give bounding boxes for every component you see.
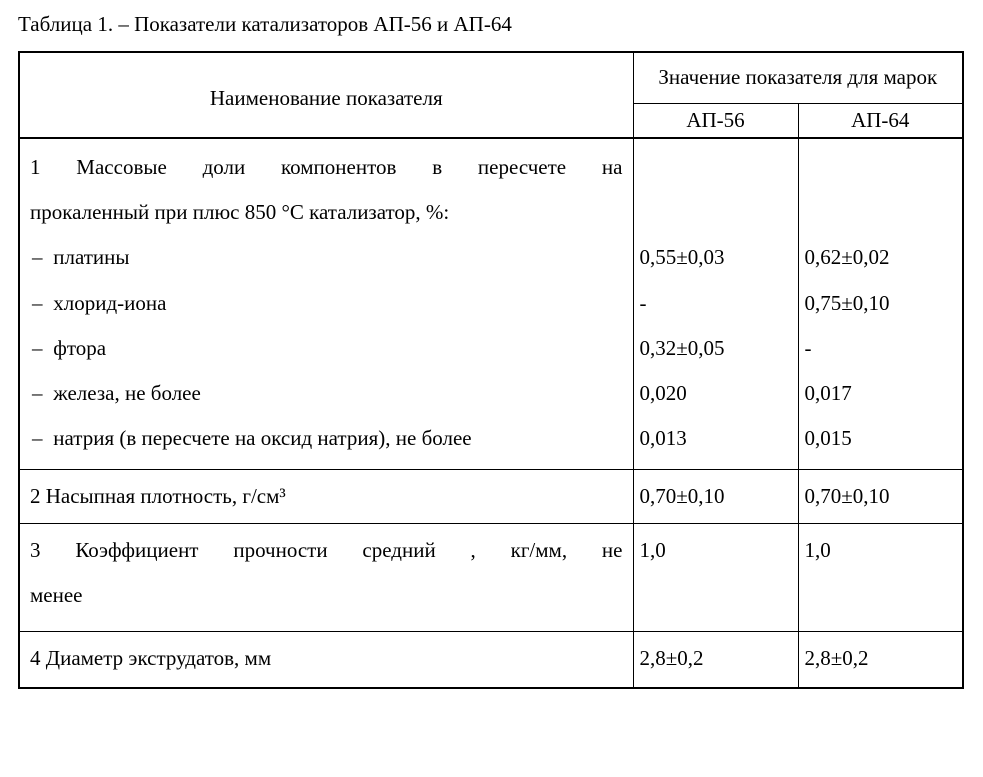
table-row: 4 Диаметр экструдатов, мм 2,8±0,2 2,8±0,… <box>19 631 963 688</box>
row4-val-ap56: 2,8±0,2 <box>633 631 798 688</box>
val: - <box>805 326 957 371</box>
val: 0,55±0,03 <box>640 235 792 280</box>
row4-name: 4 Диаметр экструдатов, мм <box>19 631 633 688</box>
val: 0,32±0,05 <box>640 326 792 371</box>
header-name: Наименование показателя <box>19 52 633 138</box>
row1-values-ap64: . . 0,62±0,02 0,75±0,10 - 0,017 0,015 <box>798 138 963 469</box>
row1-item: – хлорид-иона <box>30 281 623 326</box>
row1-name: 1 Массовые доли компонентов в пересчете … <box>19 138 633 469</box>
row1-values-ap56: . . 0,55±0,03 - 0,32±0,05 0,020 0,013 <box>633 138 798 469</box>
row4-val-ap64: 2,8±0,2 <box>798 631 963 688</box>
table-row: 2 Насыпная плотность, г/см³ 0,70±0,10 0,… <box>19 470 963 524</box>
row3-val-ap64: 1,0 <box>798 524 963 631</box>
catalyst-table: Наименование показателя Значение показат… <box>18 51 964 689</box>
row1-item: – фтора <box>30 326 623 371</box>
row1-item: – – платиныплатины <box>30 235 623 280</box>
val: 0,75±0,10 <box>805 281 957 326</box>
val: 0,015 <box>805 416 957 461</box>
row3-val-ap56: 1,0 <box>633 524 798 631</box>
row1-title-line1: 1 Массовые доли компонентов в пересчете … <box>30 145 623 190</box>
val: 0,017 <box>805 371 957 416</box>
row1-item: – натрия (в пересчете на оксид натрия), … <box>30 416 623 461</box>
row2-val-ap56: 0,70±0,10 <box>633 470 798 524</box>
row3-line2: менее <box>30 583 83 607</box>
table-row: 1 Массовые доли компонентов в пересчете … <box>19 138 963 469</box>
val: - <box>640 281 792 326</box>
row2-val-ap64: 0,70±0,10 <box>798 470 963 524</box>
row1-title-line2: прокаленный при плюс 850 °С катализатор,… <box>30 200 449 224</box>
header-brand-ap56: АП-56 <box>633 104 798 139</box>
header-value-group: Значение показателя для марок <box>633 52 963 104</box>
table-row: 3 Коэффициент прочности средний , кг/мм,… <box>19 524 963 631</box>
row2-name: 2 Насыпная плотность, г/см³ <box>19 470 633 524</box>
val: 0,62±0,02 <box>805 235 957 280</box>
val: 0,013 <box>640 416 792 461</box>
table-caption: Таблица 1. – Показатели катализаторов АП… <box>18 12 965 37</box>
header-brand-ap64: АП-64 <box>798 104 963 139</box>
val: 0,020 <box>640 371 792 416</box>
row3-name: 3 Коэффициент прочности средний , кг/мм,… <box>19 524 633 631</box>
row3-line1: 3 Коэффициент прочности средний , кг/мм,… <box>30 528 623 573</box>
row1-item: – железа, не более <box>30 371 623 416</box>
